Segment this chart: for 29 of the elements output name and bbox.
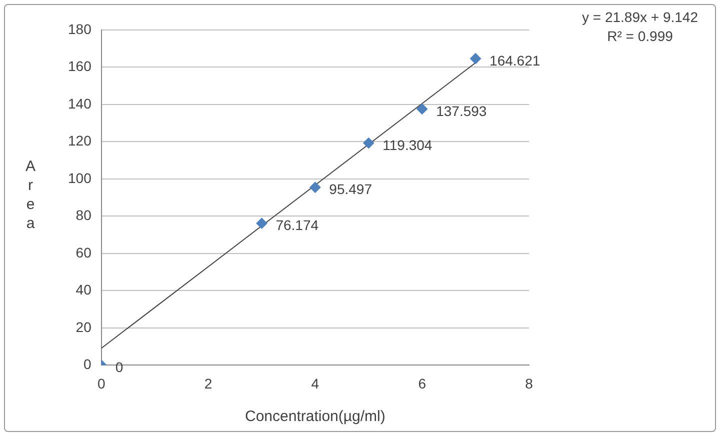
x-tick-label: 0 bbox=[97, 375, 106, 392]
point bbox=[416, 103, 428, 114]
y-tick-label: 40 bbox=[76, 282, 92, 298]
point bbox=[256, 218, 268, 229]
data-label: 137.593 bbox=[436, 102, 487, 119]
x-tick-label: 8 bbox=[525, 375, 534, 392]
text: R² = 0.999 bbox=[607, 28, 674, 44]
y-tick-label: 160 bbox=[68, 58, 92, 74]
y-tick-label: 140 bbox=[68, 95, 92, 112]
data-label: 119.304 bbox=[382, 136, 432, 153]
data-label: 95.497 bbox=[329, 181, 372, 198]
y-tick-label: 60 bbox=[76, 244, 92, 260]
x-tick-label: 2 bbox=[204, 375, 212, 392]
text: y = 21.89x + 9.142 bbox=[582, 8, 698, 25]
y-tick-label: 0 bbox=[84, 356, 92, 372]
y-tick-label: 100 bbox=[68, 170, 92, 186]
point bbox=[363, 138, 374, 149]
point bbox=[470, 53, 482, 64]
y-tick-label: 20 bbox=[76, 318, 92, 335]
x-tick-label: 4 bbox=[311, 375, 320, 392]
y-tick-label: 120 bbox=[68, 132, 92, 149]
data-label: 164.621 bbox=[490, 52, 540, 68]
x-tick-label: 6 bbox=[418, 375, 426, 392]
data-label: 76.174 bbox=[276, 217, 319, 234]
y-axis-title: Area bbox=[22, 158, 39, 234]
y-tick-label: 80 bbox=[76, 207, 92, 224]
x-axis-title: Concentration(µg/ml) bbox=[244, 408, 386, 426]
y-tick-label: 180 bbox=[68, 20, 92, 37]
point bbox=[310, 182, 321, 193]
